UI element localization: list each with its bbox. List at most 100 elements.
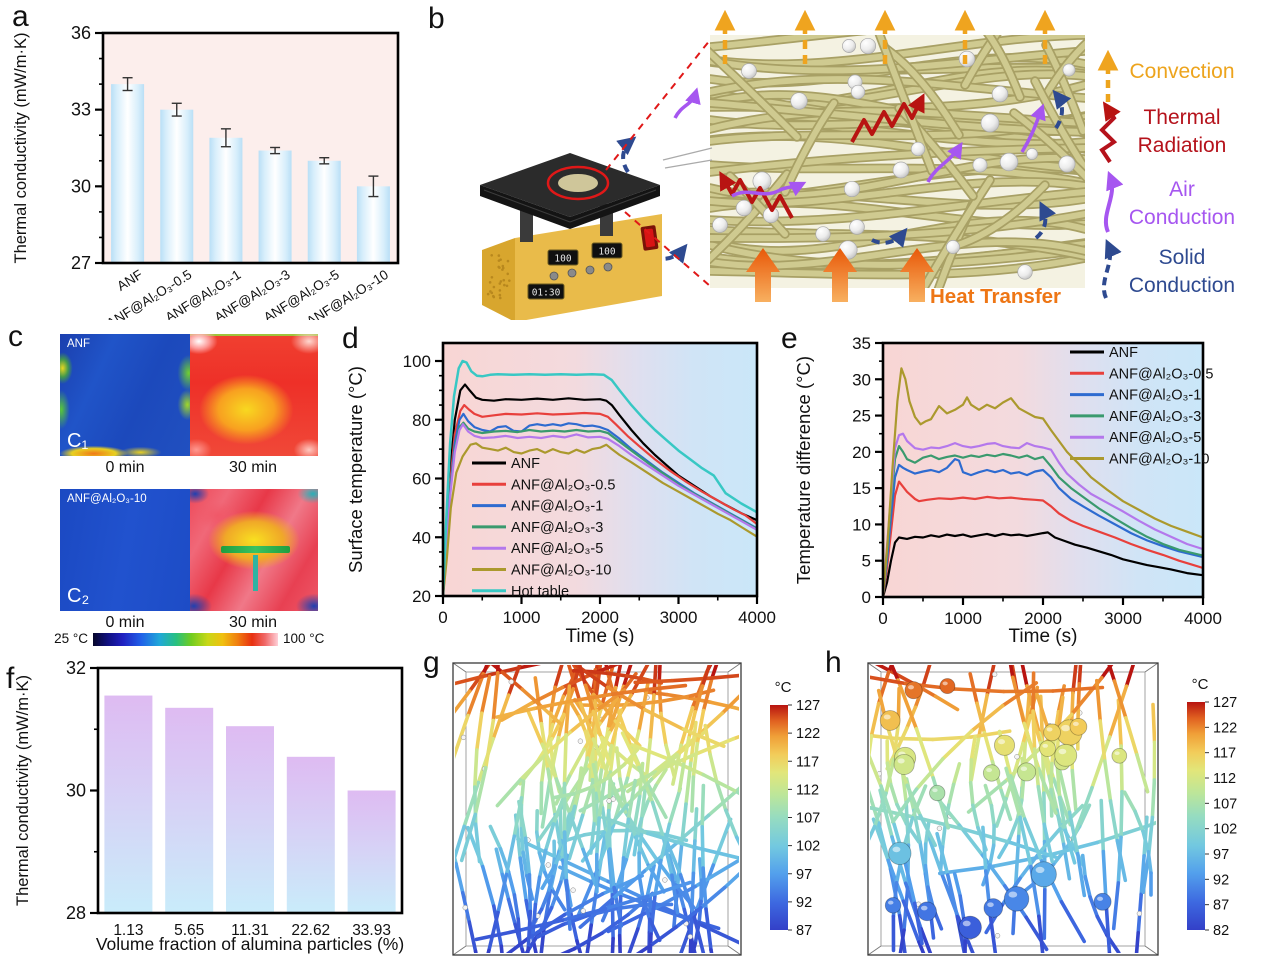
alumina-sphere <box>884 897 902 914</box>
cool-stripe <box>220 546 290 554</box>
bar-ANF <box>111 84 145 263</box>
svg-text:107: 107 <box>1213 796 1237 812</box>
svg-text:Thermal: Thermal <box>1143 106 1220 129</box>
alumina-sphere <box>1054 743 1078 767</box>
series-Hot table <box>443 359 757 596</box>
svg-text:ANF: ANF <box>114 267 145 294</box>
heat-transfer-label: Heat Transfer <box>930 285 1061 308</box>
svg-text:ANF@Al₂O₃-3: ANF@Al₂O₃-3 <box>1109 409 1201 425</box>
bar-ANF@Al₂O₃-10 <box>356 186 390 263</box>
air-conduction-icon <box>1103 170 1124 233</box>
alumina-particle <box>980 113 1000 133</box>
panel-label-g: g <box>423 646 440 679</box>
series-ANF <box>883 531 1203 597</box>
svg-text:Convection: Convection <box>1129 60 1234 83</box>
alumina-particle <box>843 180 861 198</box>
svg-text:100: 100 <box>403 352 431 371</box>
svg-text:Time (s): Time (s) <box>566 626 635 647</box>
bar-1.13 <box>104 695 153 913</box>
svg-text:ANF: ANF <box>511 456 540 472</box>
svg-text:°C: °C <box>1192 676 1209 693</box>
svg-text:Hot table: Hot table <box>511 584 569 600</box>
svg-text:5: 5 <box>862 552 871 571</box>
svg-text:22.62: 22.62 <box>291 922 330 939</box>
svg-text:1000: 1000 <box>944 609 982 628</box>
svg-text:127: 127 <box>1213 695 1237 711</box>
time-caption: 30 min <box>228 459 278 476</box>
svg-text:Radiation: Radiation <box>1138 134 1227 157</box>
thermal-image-anf-0min: ANF C₁ <box>60 334 190 456</box>
svg-text:ANF@Al₂O₃-3: ANF@Al₂O₃-3 <box>511 520 603 536</box>
temperature-difference-line-chart: 0 1000 2000 3000 4000 0 5 10 15 20 25 30 35 Time (s) T… <box>793 334 1222 647</box>
svg-text:ANF@Al₂O₃-1: ANF@Al₂O₃-1 <box>511 499 603 515</box>
series-ANF@Al₂O₃-0.5 <box>443 404 757 596</box>
alumina-particle <box>741 63 757 79</box>
alumina-particle <box>910 141 926 157</box>
svg-text:Temperature difference (°C): Temperature difference (°C) <box>793 356 814 584</box>
alumina-sphere <box>1003 886 1030 912</box>
svg-text:4000: 4000 <box>1184 609 1222 628</box>
alumina-sphere <box>1039 740 1056 757</box>
svg-text:127: 127 <box>796 698 820 714</box>
svg-text:Thermal conductivity (mW/m·K): Thermal conductivity (mW/m·K) <box>12 32 30 263</box>
svg-text:ANF: ANF <box>1109 345 1138 361</box>
alumina-particle <box>850 84 866 100</box>
solid-conduction-icon <box>1101 238 1122 299</box>
svg-text:0: 0 <box>878 609 887 628</box>
svg-text:33.93: 33.93 <box>352 922 391 939</box>
sample-label: ANF@Al₂O₃-10 <box>67 493 147 505</box>
svg-text:20: 20 <box>412 587 431 606</box>
bar-ANF@Al₂O₃-3 <box>258 150 292 263</box>
mechanism-legend: Convection Thermal Radiation Air Conduction S… <box>1097 49 1235 299</box>
colorbar-max-label: 100 °C <box>283 631 325 646</box>
svg-text:4000: 4000 <box>738 608 776 627</box>
alumina-sphere <box>929 784 946 802</box>
time-caption: 30 min <box>228 614 278 631</box>
svg-text:°C: °C <box>775 679 792 696</box>
alumina-particle <box>842 39 856 53</box>
svg-text:Conduction: Conduction <box>1129 274 1235 297</box>
svg-text:Time (s): Time (s) <box>1009 626 1078 647</box>
fiber-network-illustration <box>710 35 1085 288</box>
bar-33.93 <box>347 790 396 913</box>
panel-label-h: h <box>825 646 842 679</box>
alumina-sphere <box>939 678 956 695</box>
panel-label-f: f <box>6 662 15 695</box>
svg-text:Thermal conductivity (mW/m·K): Thermal conductivity (mW/m·K) <box>14 675 32 906</box>
alumina-particle <box>815 226 831 242</box>
chart-legend: ANF ANF@Al₂O₃-0.5 ANF@Al₂O₃-1 ANF@Al₂O₃-3 AN… <box>472 456 615 600</box>
alumina-sphere <box>917 901 937 922</box>
alumina-particle <box>1058 155 1076 173</box>
hotplate-display <box>547 249 579 266</box>
series-ANF@Al₂O₃-10 <box>443 442 757 596</box>
panel-label-d: d <box>342 322 359 355</box>
svg-text:Volume fraction of alumina par: Volume fraction of alumina particles (%) <box>96 934 404 954</box>
svg-text:30: 30 <box>66 781 86 801</box>
alumina-particle <box>752 171 772 191</box>
thermal-radiation-icon <box>1099 101 1121 164</box>
heat-transfer-mechanism-diagram: Heat Transfer Convection Thermal Radiation A… <box>480 9 1235 320</box>
bar-22.62 <box>286 756 335 913</box>
svg-text:80: 80 <box>412 411 431 430</box>
subpanel-tag: C₁ <box>67 430 89 452</box>
svg-text:102: 102 <box>796 839 820 855</box>
svg-text:01:30: 01:30 <box>532 288 561 299</box>
panel-label-b: b <box>428 2 445 35</box>
alumina-sphere <box>888 841 912 865</box>
svg-text:ANF@Al₂O₃-1: ANF@Al₂O₃-1 <box>1109 388 1201 404</box>
alumina-particle <box>946 240 960 254</box>
chart-legend: ANF ANF@Al₂O₃-0.5 ANF@Al₂O₃-1 ANF@Al₂O₃-3 AN… <box>1070 345 1213 468</box>
heat-input-arrow <box>746 248 780 302</box>
svg-text:0: 0 <box>438 608 447 627</box>
hotplate-display <box>527 283 565 300</box>
series-ANF@Al₂O₃-5 <box>883 432 1203 597</box>
series-ANF@Al₂O₃-10 <box>883 367 1203 597</box>
alumina-particle <box>859 37 877 55</box>
simulated-fibers <box>455 665 739 953</box>
alumina-particle <box>892 161 910 179</box>
svg-text:Air: Air <box>1169 178 1195 201</box>
series-ANF@Al₂O₃-1 <box>883 458 1203 597</box>
panel-label-a: a <box>12 0 29 33</box>
simulated-fibers <box>870 665 1156 953</box>
